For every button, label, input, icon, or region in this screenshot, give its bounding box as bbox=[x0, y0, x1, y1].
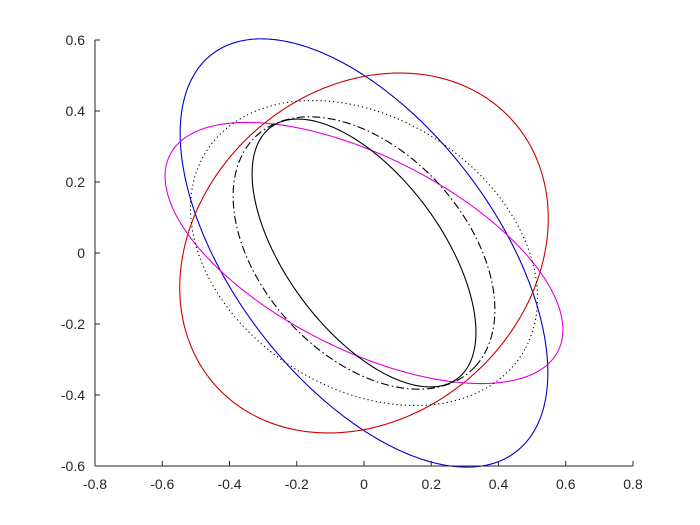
black-ellipse bbox=[251, 118, 477, 388]
y-tick-label: 0 bbox=[77, 245, 85, 261]
magenta-ellipse bbox=[164, 121, 564, 385]
y-tick-label: 0.4 bbox=[66, 103, 86, 119]
curves-layer bbox=[164, 38, 564, 468]
x-tick-label: 0.2 bbox=[422, 476, 442, 492]
x-tick-label: -0.4 bbox=[217, 476, 241, 492]
x-tick-label: -0.8 bbox=[83, 476, 107, 492]
x-ticks: -0.8 -0.6 -0.4 -0.2 0 0.2 0.4 0.6 0.8 bbox=[83, 461, 643, 492]
dotted-ellipse bbox=[189, 99, 539, 407]
x-tick-label: 0 bbox=[360, 476, 368, 492]
red-ellipse bbox=[179, 72, 549, 434]
y-tick-label: -0.4 bbox=[61, 387, 85, 403]
y-tick-label: -0.6 bbox=[61, 458, 85, 474]
axes-layer bbox=[94, 40, 633, 467]
y-tick-label: 0.2 bbox=[66, 174, 86, 190]
y-tick-label: 0.6 bbox=[66, 32, 86, 48]
y-tick-label: -0.2 bbox=[61, 316, 85, 332]
x-tick-label: 0.4 bbox=[489, 476, 509, 492]
blue-ellipse bbox=[179, 38, 549, 468]
dashdot-ellipse bbox=[232, 116, 496, 390]
x-tick-label: 0.6 bbox=[556, 476, 576, 492]
x-tick-label: -0.2 bbox=[285, 476, 309, 492]
x-tick-label: -0.6 bbox=[150, 476, 174, 492]
x-tick-label: 0.8 bbox=[623, 476, 643, 492]
y-ticks: -0.6 -0.4 -0.2 0 0.2 0.4 0.6 bbox=[61, 32, 100, 474]
